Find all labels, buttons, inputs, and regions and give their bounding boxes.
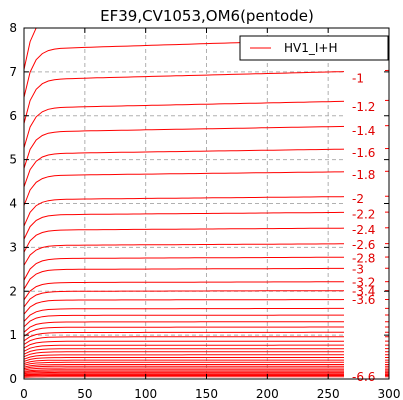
- y-tick-label: 7: [9, 65, 17, 79]
- series-line: [24, 370, 389, 373]
- y-tick-label: 3: [9, 240, 17, 254]
- series-line: [24, 364, 389, 368]
- y-tick-label: 1: [9, 328, 17, 342]
- x-tick-label: 200: [256, 387, 279, 400]
- y-tick-label: 8: [9, 21, 17, 35]
- series-line: [24, 365, 389, 370]
- series-line: [24, 99, 389, 148]
- y-tick-label: 5: [9, 153, 17, 167]
- series-line: [24, 195, 389, 227]
- series-line: [24, 336, 389, 345]
- series-line: [24, 367, 389, 371]
- series-label: -1.2: [352, 100, 375, 114]
- series-line: [24, 227, 389, 253]
- series-line: [24, 373, 389, 376]
- y-tick-label: 2: [9, 284, 17, 298]
- legend: HV1_I+H: [239, 35, 389, 61]
- series-line: [24, 344, 389, 352]
- y-tick-label: 6: [9, 109, 17, 123]
- y-tick-label: 0: [9, 372, 17, 386]
- series-line: [24, 290, 389, 308]
- series-line: [24, 361, 389, 366]
- series-label: -1.6: [352, 146, 375, 160]
- series-line: [24, 321, 389, 333]
- series-label: -3: [352, 262, 364, 276]
- series-line: [24, 326, 389, 337]
- series-line: [24, 170, 389, 206]
- series-line: [24, 351, 389, 358]
- curve-labels: -0.8-1-1.2-1.4-1.6-1.8-2-2.2-2.4-2.6-2.8…: [344, 30, 385, 384]
- x-tick-label: 0: [20, 387, 28, 400]
- series-line: [24, 267, 389, 290]
- series-label: -1: [352, 71, 364, 85]
- series-line: [24, 211, 389, 240]
- x-tick-label: 50: [77, 387, 92, 400]
- y-tick-label: 4: [9, 197, 17, 211]
- x-tick-label: 250: [317, 387, 340, 400]
- series-label: -1.8: [352, 168, 375, 182]
- series-line: [24, 348, 389, 355]
- series-label: -1.4: [352, 124, 375, 138]
- label-backing: [344, 30, 385, 378]
- series-label: -2.8: [352, 251, 375, 265]
- series-line: [24, 354, 389, 360]
- series-line: [24, 357, 389, 362]
- series-line: [24, 243, 389, 266]
- series-label: -2: [352, 192, 364, 206]
- ticks: 0 50 100 150 200 250 300 0 1 2 3 4 5 6 7 8: [9, 21, 400, 400]
- series-label: -3.2: [352, 275, 375, 289]
- x-tick-label: 150: [195, 387, 218, 400]
- series-label: -3.6: [352, 293, 375, 307]
- series-label: -2.6: [352, 238, 375, 252]
- chart-title: EF39,CV1053,OM6(pentode): [100, 7, 314, 25]
- series-label: -2.4: [352, 223, 375, 237]
- series-line: [24, 314, 389, 328]
- series-line: [24, 359, 389, 364]
- legend-entry: HV1_I+H: [284, 41, 337, 55]
- series-line: [24, 331, 389, 342]
- grid: [24, 28, 389, 379]
- series-label: -6.6: [352, 370, 375, 384]
- series-label: -2.2: [352, 207, 375, 221]
- series-line: [24, 369, 389, 372]
- x-tick-label: 100: [134, 387, 157, 400]
- series-line: [24, 371, 389, 375]
- series-line: [24, 69, 389, 124]
- series-line: [24, 125, 389, 169]
- series-line: [24, 299, 389, 315]
- series-line: [24, 256, 389, 281]
- series-line: [24, 340, 389, 349]
- series-line: [24, 148, 389, 188]
- series-line: [24, 307, 389, 322]
- x-tick-label: 300: [378, 387, 401, 400]
- series-line: [24, 281, 389, 301]
- curves: [24, 28, 389, 378]
- series-label: -3.4: [352, 284, 375, 298]
